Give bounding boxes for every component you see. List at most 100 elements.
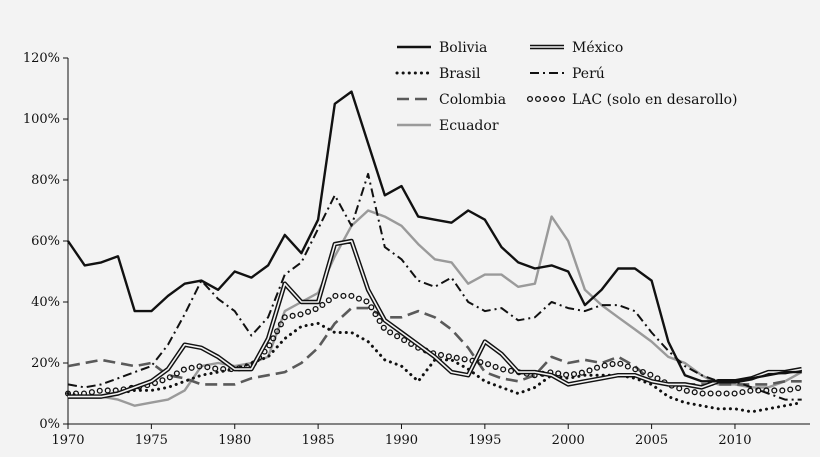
x-tick-label: 2000 [552,433,585,448]
lac-marker [180,366,187,373]
lac-marker [380,324,387,331]
lac-marker [104,387,111,394]
lac-marker [578,369,585,376]
lac-marker [340,292,347,299]
lac-marker [277,321,284,328]
lac-marker [542,95,550,103]
legend-label: Bolivia [439,40,487,56]
lac-marker [647,371,654,378]
series-line-mexico [68,238,803,399]
legend-item-colombia: Colombia [397,92,506,108]
lac-marker [88,389,95,396]
legend-label: Colombia [439,92,506,108]
lac-marker [601,362,608,369]
lac-marker [372,311,379,318]
lac-marker [795,385,802,392]
axes-group: 0% 20% 40% 60% 80% 100% 120% 1970 1975 1980 1985 19… [23,51,810,448]
lac-marker [691,389,698,396]
lac-marker [387,329,394,336]
series-line-colombia [67,306,802,386]
lac-marker [319,301,326,309]
lac-marker [188,364,195,371]
legend-item-ecuador: Ecuador [397,118,499,134]
lac-marker [96,387,103,394]
lac-marker [363,298,370,305]
lac-marker [555,370,562,377]
lac-marker [266,342,273,349]
lac-marker [534,95,542,103]
lac-marker [779,387,786,394]
lac-marker [332,292,339,299]
lac-marker [453,354,460,361]
lac-marker [212,365,219,372]
lac-marker [787,386,794,393]
legend-label: Ecuador [439,118,499,134]
chart-legend: Bolivia Brasil Colombia Ecuador México Perú LA… [395,40,738,134]
lac-marker [270,335,277,342]
lac-marker [445,353,452,360]
series-line-bolivia [67,90,802,383]
lac-marker [563,371,570,378]
x-tick-label: 1990 [385,433,418,448]
lac-marker [593,364,601,371]
lac-marker [492,363,499,370]
lac-marker [699,390,706,397]
lac-marker [755,387,762,394]
lac-marker [683,387,690,394]
lac-marker [437,351,445,359]
y-tick-label: 100% [23,112,60,127]
lac-marker [281,314,288,321]
lac-marker [394,333,401,340]
y-tick-label: 20% [31,356,60,371]
lac-marker [570,371,578,378]
legend-label: México [572,40,623,56]
legend-label: Perú [572,66,605,82]
lac-marker [723,390,730,397]
x-tick-label: 1995 [468,433,501,448]
lac-marker [461,356,468,363]
lac-marker [558,95,566,103]
y-tick-label: 120% [23,51,60,66]
lac-marker [526,95,534,103]
lac-marker [747,387,754,394]
lac-marker [676,385,683,392]
lac-marker [166,374,173,381]
legend-item-mexico: México [530,40,623,56]
lac-marker [204,364,211,371]
lac-marker [289,312,296,319]
series-lines [64,90,804,414]
lac-marker [348,292,355,299]
x-tick-label: 1980 [218,433,251,448]
series-line-mexico-inner [68,240,802,398]
lac-marker [609,360,616,368]
legend-item-brasil: Brasil [395,66,481,82]
lac-marker [173,370,180,377]
lac-marker [485,361,492,368]
lac-marker [312,305,319,313]
legend-item-lac: LAC (solo en desarollo) [526,92,738,108]
lac-marker [632,366,639,373]
lac-marker [355,295,362,302]
series-line-peru [67,172,802,401]
lac-marker [500,366,507,373]
y-tick-label: 40% [31,295,60,310]
lac-marker [477,359,484,366]
lac-marker [274,328,281,335]
x-tick-label: 1970 [51,433,84,448]
x-tick-label: 1975 [135,433,168,448]
lac-marker [771,387,778,394]
lac-marker [304,308,312,315]
legend-swatch-lac [526,95,566,103]
lac-marker [368,304,375,311]
lac-marker [731,390,738,397]
y-tick-label: 80% [31,173,60,188]
lac-marker [639,368,646,376]
lac-marker [401,337,408,344]
lac-marker [325,297,332,304]
lac-marker [196,363,203,370]
x-tick-label: 2005 [635,433,668,448]
x-tick-label: 1985 [302,433,335,448]
lac-marker [159,377,166,384]
